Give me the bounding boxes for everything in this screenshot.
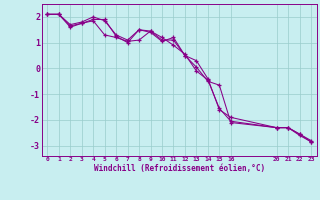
- X-axis label: Windchill (Refroidissement éolien,°C): Windchill (Refroidissement éolien,°C): [94, 164, 265, 173]
